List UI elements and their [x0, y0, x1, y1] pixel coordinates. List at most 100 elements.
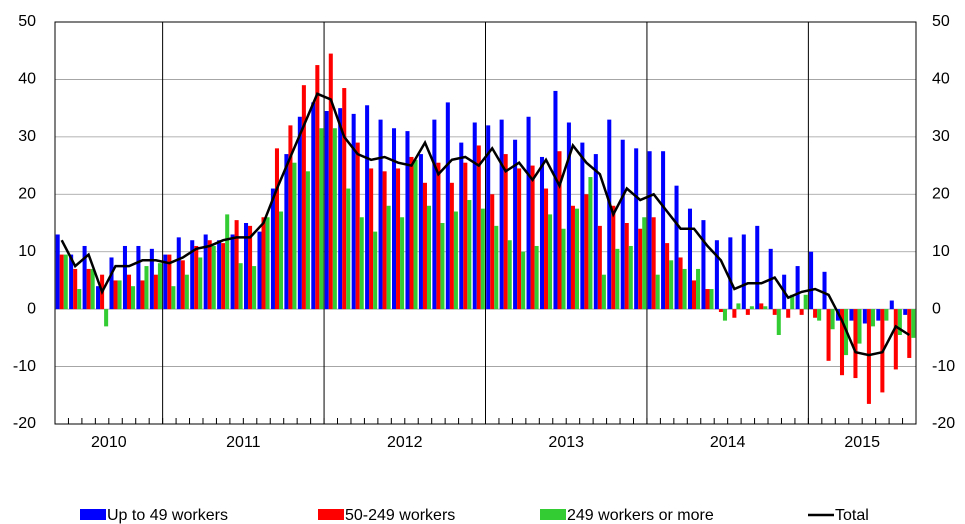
- bar: [69, 254, 74, 310]
- bar: [355, 142, 360, 310]
- bar: [171, 286, 176, 310]
- bar: [332, 128, 337, 310]
- bar: [597, 225, 602, 310]
- bar: [369, 168, 374, 310]
- bar: [911, 309, 916, 338]
- bar: [319, 128, 324, 310]
- bar: [870, 309, 875, 327]
- bar: [221, 243, 226, 310]
- plot-frame: [54, 21, 917, 425]
- bar: [813, 309, 818, 318]
- bar: [180, 260, 185, 310]
- bar: [238, 263, 243, 310]
- legend-label: Total: [835, 507, 869, 524]
- bar: [453, 211, 458, 310]
- bar: [620, 139, 625, 310]
- bar: [117, 280, 122, 310]
- bar: [507, 240, 512, 310]
- bar: [580, 142, 585, 310]
- bar: [634, 148, 639, 310]
- bar: [311, 102, 316, 310]
- bar: [77, 289, 82, 310]
- bar: [480, 208, 485, 310]
- bar: [624, 223, 629, 310]
- bar: [539, 156, 545, 310]
- bar: [113, 280, 118, 310]
- bar: [405, 131, 410, 310]
- bar: [570, 205, 575, 310]
- bar: [270, 188, 275, 310]
- bar: [324, 111, 329, 310]
- bar: [305, 171, 310, 310]
- bar: [382, 171, 387, 310]
- legend-swatch: [80, 509, 106, 520]
- bar: [136, 245, 141, 310]
- bar: [786, 309, 791, 318]
- bar: [665, 243, 670, 310]
- bar: [315, 65, 320, 310]
- bar: [857, 309, 862, 344]
- y2-tick-label: -10: [932, 358, 955, 375]
- bar: [109, 257, 114, 310]
- bar: [638, 228, 643, 310]
- bar: [131, 286, 136, 310]
- bar: [566, 122, 571, 310]
- bar: [86, 268, 91, 310]
- bar: [207, 240, 212, 310]
- bar: [830, 309, 835, 330]
- bar: [96, 286, 101, 310]
- bar: [749, 306, 754, 310]
- legend-label: 249 workers or more: [567, 507, 714, 524]
- y2-tick-label: 30: [932, 128, 950, 145]
- bar: [759, 303, 764, 310]
- y2-tick-label: 20: [932, 186, 950, 203]
- x-year-label: 2012: [387, 434, 423, 451]
- y-tick-label: -20: [13, 415, 36, 432]
- bar: [126, 274, 132, 310]
- bar: [561, 228, 566, 310]
- bar: [386, 205, 391, 310]
- y-tick-label: 50: [18, 13, 36, 30]
- bar: [392, 128, 397, 310]
- bar: [167, 254, 172, 310]
- bar: [772, 309, 777, 315]
- y-tick-label: 30: [18, 128, 36, 145]
- bar: [59, 254, 64, 310]
- x-year-label: 2010: [91, 434, 127, 451]
- bar: [866, 309, 871, 404]
- bar: [257, 231, 262, 310]
- bar: [799, 309, 804, 315]
- bar: [651, 217, 656, 310]
- y-tick-label: -10: [13, 358, 36, 375]
- bar: [687, 208, 693, 310]
- bar: [642, 217, 647, 310]
- y-tick-label: 0: [27, 300, 36, 317]
- bar: [409, 156, 414, 310]
- bar: [351, 113, 356, 310]
- bar: [574, 208, 579, 310]
- bar: [373, 231, 378, 310]
- y2-tick-label: 40: [932, 71, 950, 88]
- bar: [526, 116, 531, 310]
- bar: [400, 217, 405, 310]
- bar: [593, 154, 598, 310]
- bar: [722, 309, 727, 321]
- bar: [396, 168, 401, 310]
- total-line: [60, 92, 910, 357]
- bar: [440, 223, 445, 310]
- bar: [709, 289, 714, 310]
- bar: [718, 309, 723, 313]
- bar: [701, 220, 706, 310]
- bar: [607, 119, 612, 310]
- bar: [486, 125, 491, 310]
- bar: [696, 268, 701, 310]
- bar: [248, 225, 253, 310]
- bar: [601, 274, 606, 310]
- bar: [588, 177, 593, 310]
- bar: [826, 309, 831, 361]
- bar: [849, 309, 854, 321]
- bar: [615, 248, 620, 310]
- bar: [876, 309, 881, 321]
- legend-label: 50-249 workers: [345, 507, 455, 524]
